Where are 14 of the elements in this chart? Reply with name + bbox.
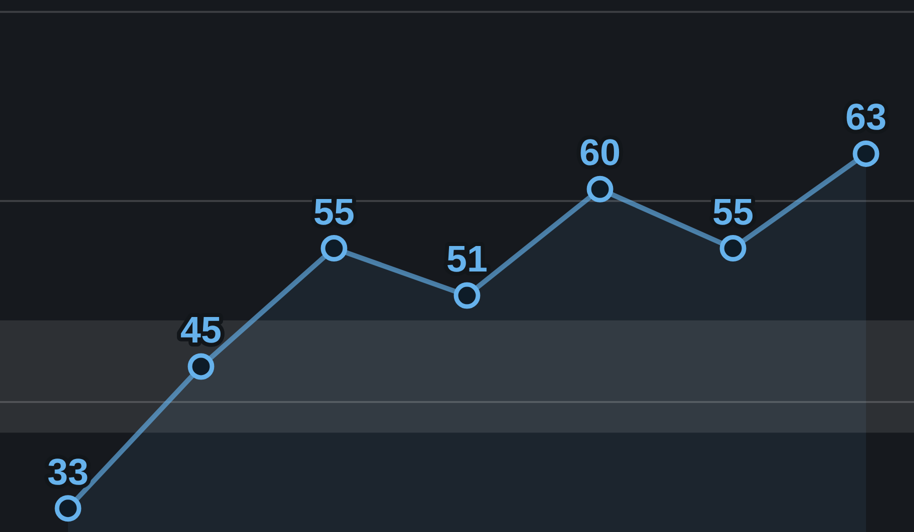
data-label: 33 [47,451,89,492]
data-label: 63 [845,96,887,138]
data-label: 45 [180,309,222,350]
point [454,282,480,309]
data-label: 51 [446,238,488,280]
point [852,140,880,167]
data-label: 55 [313,191,355,232]
point [720,235,746,262]
data-label: 55 [712,191,754,232]
point [188,353,214,380]
point [586,176,614,202]
point [320,235,348,262]
point [54,495,82,522]
data-label: 60 [579,132,621,174]
